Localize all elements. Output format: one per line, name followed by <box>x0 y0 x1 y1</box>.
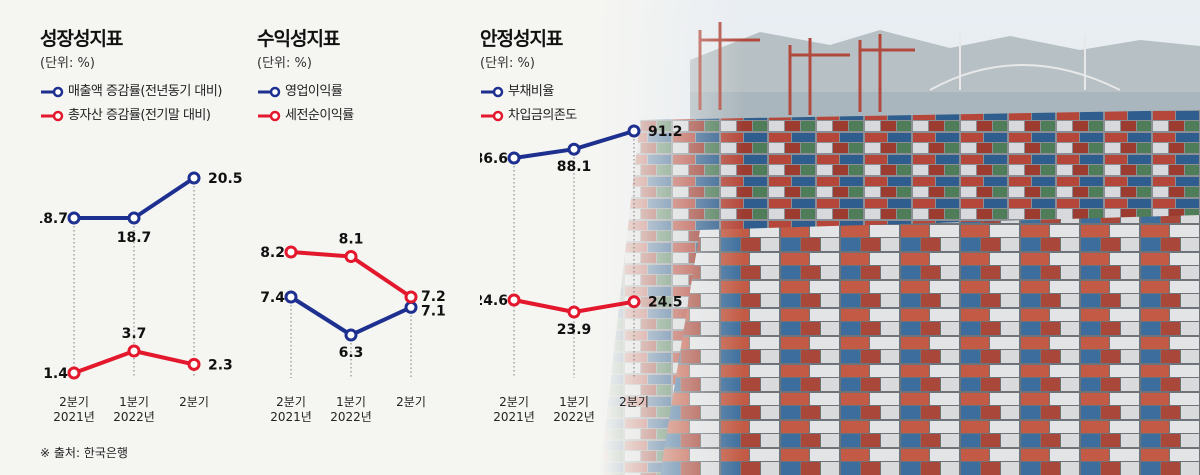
data-point <box>67 211 81 225</box>
blue-line-marker-icon <box>481 86 504 97</box>
blue-line-marker-icon <box>41 86 64 97</box>
legend-item-debt-ratio: 부채비율 <box>480 80 554 99</box>
data-label: 8.2 <box>260 245 285 261</box>
legend-item-sales-growth: 매출액 증감률(전년동기 대비) <box>40 80 222 99</box>
x-tick-label: 1분기 <box>336 395 366 409</box>
stability-unit: (단위: %) <box>480 56 535 71</box>
data-label: 23.9 <box>557 322 592 338</box>
data-point <box>67 366 81 380</box>
x-tick-label: 2022년 <box>330 410 372 424</box>
red-line-marker-icon <box>41 110 64 121</box>
profitability-panel: 수익성지표 (단위: %) 영업이익률 세전순이익률 2분기 2021년 1분기 20… <box>257 0 487 475</box>
x-tick-label: 2분기 <box>179 395 209 409</box>
growth-unit: (단위: %) <box>40 56 95 71</box>
data-label: 88.1 <box>557 159 592 175</box>
data-point <box>187 171 201 185</box>
data-label: 20.5 <box>208 171 243 187</box>
data-point <box>627 295 641 309</box>
red-line-marker-icon <box>481 110 504 121</box>
data-point <box>344 328 358 342</box>
data-point <box>404 300 418 314</box>
legend-label: 영업이익률 <box>285 84 343 99</box>
growth-title: 성장성지표 <box>40 28 123 50</box>
data-point <box>284 245 298 259</box>
data-label: 3.7 <box>122 326 147 342</box>
legend-item-borrowing-dependence: 차입금의존도 <box>480 104 577 123</box>
data-label: 91.2 <box>648 124 683 140</box>
profitability-title: 수익성지표 <box>257 28 340 50</box>
x-tick-label: 1분기 <box>119 395 149 409</box>
data-point <box>344 250 358 263</box>
blue-line-marker-icon <box>258 86 281 97</box>
data-point <box>187 357 201 371</box>
growth-chart: 2분기2021년1분기2022년2분기18.718.720.51.43.72.3 <box>40 171 243 424</box>
data-point <box>567 305 581 319</box>
red-line-marker-icon <box>258 110 281 121</box>
profitability-unit: (단위: %) <box>257 56 312 71</box>
stability-title: 안정성지표 <box>480 28 563 50</box>
x-tick-label: 1분기 <box>559 395 589 409</box>
data-label: 7.1 <box>421 303 446 319</box>
legend-item-operating-margin: 영업이익률 <box>257 80 343 99</box>
data-label: 86.6 <box>480 151 508 167</box>
x-tick-label: 2분기 <box>59 395 89 409</box>
data-label: 1.4 <box>43 366 68 382</box>
legend-label: 차입금의존도 <box>508 108 577 123</box>
data-point <box>404 290 418 304</box>
x-tick-label: 2분기 <box>499 395 529 409</box>
legend-item-pretax-margin: 세전순이익률 <box>257 104 354 123</box>
legend-label: 매출액 증감률(전년동기 대비) <box>68 84 222 99</box>
x-tick-label: 2021년 <box>270 410 312 424</box>
data-label: 6.3 <box>339 345 364 361</box>
legend-label: 부채비율 <box>508 84 554 99</box>
stability-panel: 안정성지표 (단위: %) 부채비율 차입금의존도 2분기 2021년 1분기 202… <box>480 0 710 475</box>
x-tick-label: 2분기 <box>276 395 306 409</box>
data-point <box>284 290 298 304</box>
x-tick-label: 2022년 <box>113 410 155 424</box>
data-label: 7.4 <box>260 290 285 306</box>
legend-item-asset-growth: 총자산 증감률(전기말 대비) <box>40 104 211 123</box>
x-tick-label: 2021년 <box>53 410 95 424</box>
data-point <box>507 151 521 165</box>
growth-panel: 성장성지표 (단위: %) 매출액 증감률(전년동기 대비) 총자산 증감률(전… <box>40 0 270 475</box>
data-label: 24.6 <box>480 293 508 309</box>
data-label: 7.2 <box>421 289 446 305</box>
stability-chart: 2분기2021년1분기2022년2분기86.688.191.224.623.92… <box>480 124 683 424</box>
legend-label: 총자산 증감률(전기말 대비) <box>68 108 211 123</box>
x-tick-label: 2분기 <box>619 395 649 409</box>
source-note: ※ 출처: 한국은행 <box>40 446 128 460</box>
data-label: 2.3 <box>208 357 233 373</box>
data-label: 18.7 <box>117 230 152 246</box>
x-tick-label: 2021년 <box>493 410 535 424</box>
data-point <box>507 293 521 307</box>
data-point <box>567 142 581 156</box>
legend-label: 세전순이익률 <box>285 108 354 123</box>
data-point <box>627 124 641 138</box>
data-label: 8.1 <box>339 232 364 248</box>
data-label: 18.7 <box>40 211 68 227</box>
x-tick-label: 2022년 <box>553 410 595 424</box>
data-label: 24.5 <box>648 295 683 311</box>
data-point <box>127 344 141 358</box>
data-point <box>127 211 141 225</box>
x-tick-label: 2분기 <box>396 395 426 409</box>
